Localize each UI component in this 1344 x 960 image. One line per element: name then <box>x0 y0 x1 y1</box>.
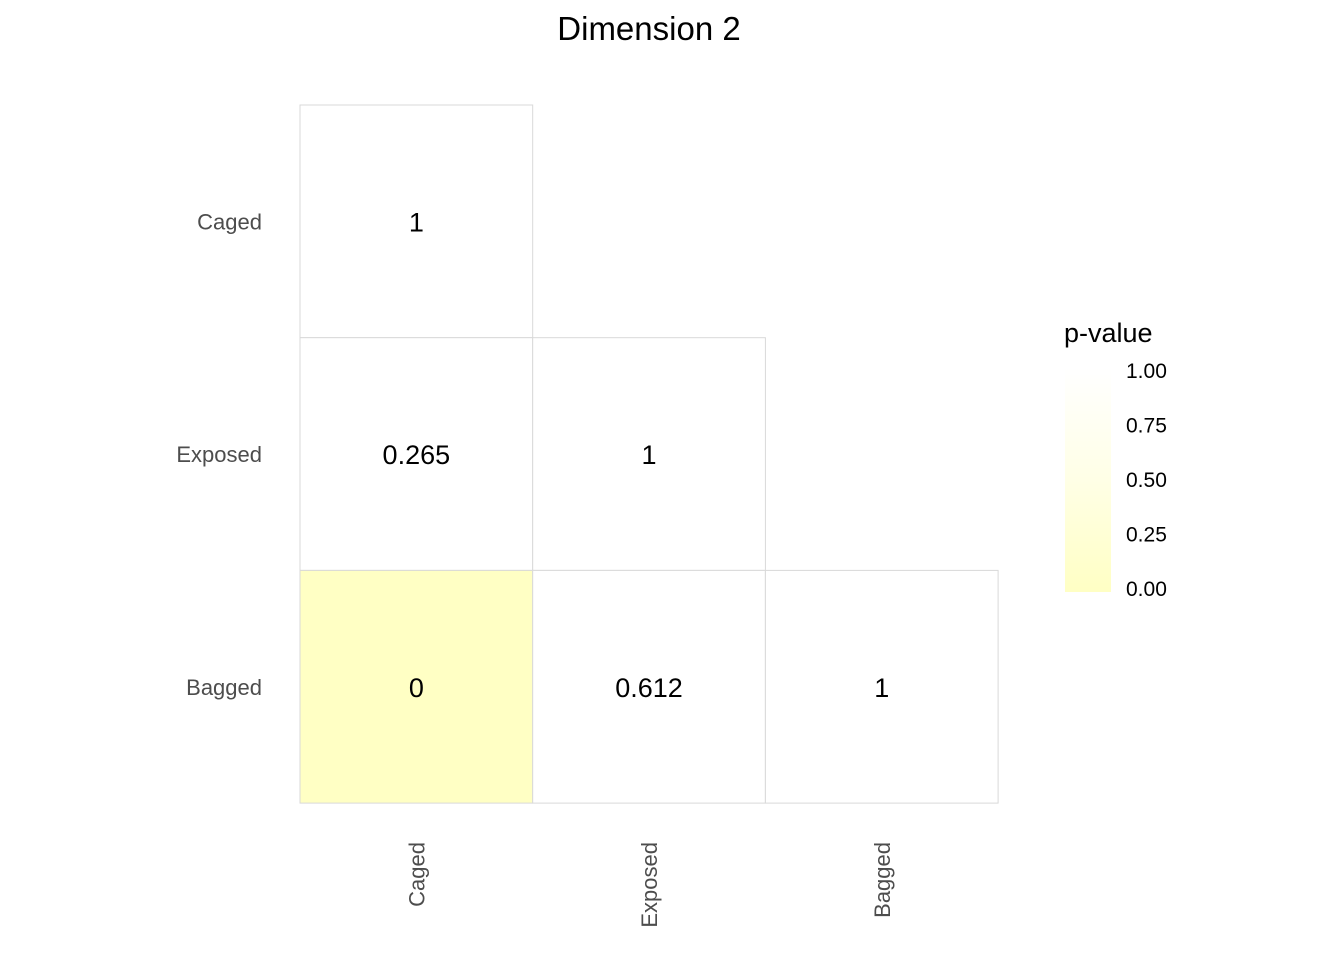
x-axis-ticks: Caged Exposed Bagged <box>404 842 894 928</box>
legend-tick-0-25: 0.25 <box>1126 524 1167 547</box>
heatmap-cell-bagged-exposed <box>532 569 766 804</box>
heatmap-cell-exposed-caged <box>299 337 534 571</box>
heatmap-cell-caged-caged <box>299 104 534 339</box>
legend: p-value 1.00 0.75 0.50 0.25 0.00 <box>1064 318 1167 601</box>
x-tick-bagged: Bagged <box>870 842 895 918</box>
cell-label-exposed-exposed: 1 <box>642 440 657 470</box>
cell-label-exposed-caged: 0.265 <box>383 440 451 470</box>
y-tick-exposed: Exposed <box>176 442 262 467</box>
x-tick-caged: Caged <box>404 842 429 907</box>
y-tick-bagged: Bagged <box>186 675 262 700</box>
heatmap-cell-exposed-exposed <box>532 337 766 571</box>
cell-label-bagged-caged: 0 <box>409 673 424 703</box>
cell-label-caged-caged: 1 <box>409 207 424 237</box>
y-axis-ticks: Caged Exposed Bagged <box>176 209 262 699</box>
heatmap-cell-bagged-bagged <box>764 569 999 804</box>
legend-tick-0-50: 0.50 <box>1126 469 1167 492</box>
heatmap-cell-bagged-caged <box>299 569 534 804</box>
legend-tick-0-00: 0.00 <box>1126 578 1167 601</box>
y-tick-caged: Caged <box>197 209 262 234</box>
cell-labels-layer: 1 0.265 1 0 0.612 1 <box>383 207 890 702</box>
cell-label-bagged-bagged: 1 <box>874 673 889 703</box>
legend-tick-1-00: 1.00 <box>1126 360 1167 383</box>
legend-tick-0-75: 0.75 <box>1126 415 1167 438</box>
legend-title: p-value <box>1064 318 1153 348</box>
cells-layer <box>299 104 999 804</box>
chart-title: Dimension 2 <box>557 10 740 47</box>
legend-colorbar <box>1065 368 1111 592</box>
cell-label-bagged-exposed: 0.612 <box>615 673 683 703</box>
x-tick-exposed: Exposed <box>637 842 662 928</box>
legend-ticks: 1.00 0.75 0.50 0.25 0.00 <box>1126 360 1167 601</box>
